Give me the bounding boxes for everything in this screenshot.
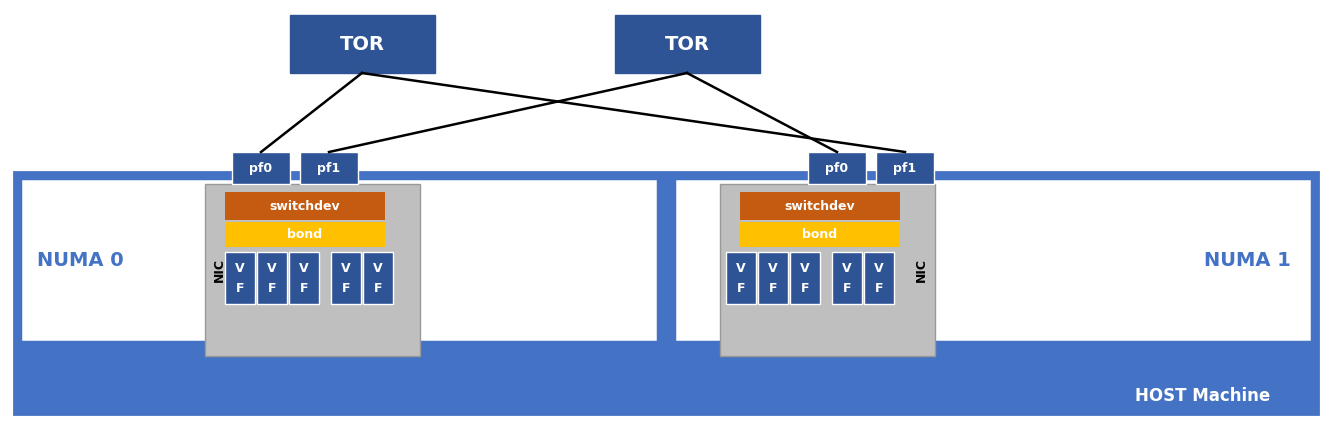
Text: V: V (373, 262, 382, 275)
Text: F: F (374, 282, 382, 295)
Text: V: V (737, 262, 746, 275)
FancyBboxPatch shape (257, 252, 286, 304)
Text: bond: bond (288, 228, 322, 241)
Text: TOR: TOR (665, 35, 710, 54)
Text: pf0: pf0 (249, 161, 273, 175)
FancyBboxPatch shape (615, 15, 761, 73)
Text: switchdev: switchdev (269, 199, 340, 212)
Text: TOR: TOR (340, 35, 385, 54)
FancyBboxPatch shape (721, 184, 935, 356)
FancyBboxPatch shape (790, 252, 821, 304)
FancyBboxPatch shape (364, 252, 393, 304)
FancyBboxPatch shape (15, 172, 1317, 414)
Text: pf1: pf1 (317, 161, 341, 175)
FancyBboxPatch shape (726, 252, 757, 304)
Text: F: F (236, 282, 244, 295)
Text: F: F (737, 282, 745, 295)
FancyBboxPatch shape (20, 178, 658, 342)
FancyBboxPatch shape (290, 15, 436, 73)
Text: F: F (769, 282, 778, 295)
FancyBboxPatch shape (289, 252, 318, 304)
FancyBboxPatch shape (809, 152, 866, 184)
Text: pf1: pf1 (894, 161, 916, 175)
Text: V: V (769, 262, 778, 275)
FancyBboxPatch shape (758, 252, 789, 304)
Text: V: V (236, 262, 245, 275)
FancyBboxPatch shape (205, 184, 420, 356)
Text: V: V (842, 262, 851, 275)
Text: V: V (874, 262, 884, 275)
FancyBboxPatch shape (674, 178, 1312, 342)
FancyBboxPatch shape (330, 252, 361, 304)
Text: V: V (300, 262, 309, 275)
Text: switchdev: switchdev (785, 199, 855, 212)
Text: NIC: NIC (213, 258, 225, 282)
FancyBboxPatch shape (300, 152, 358, 184)
FancyBboxPatch shape (741, 192, 900, 220)
Text: pf0: pf0 (826, 161, 848, 175)
Text: NUMA 1: NUMA 1 (1204, 250, 1291, 270)
Text: F: F (875, 282, 883, 295)
FancyBboxPatch shape (225, 252, 254, 304)
FancyBboxPatch shape (741, 222, 900, 247)
FancyBboxPatch shape (232, 152, 290, 184)
FancyBboxPatch shape (864, 252, 894, 304)
Text: V: V (801, 262, 810, 275)
FancyBboxPatch shape (876, 152, 934, 184)
Text: bond: bond (802, 228, 838, 241)
Text: V: V (341, 262, 350, 275)
Text: NIC: NIC (915, 258, 927, 282)
Text: F: F (268, 282, 276, 295)
Text: F: F (843, 282, 851, 295)
Text: F: F (300, 282, 308, 295)
FancyBboxPatch shape (225, 222, 385, 247)
Text: NUMA 0: NUMA 0 (37, 250, 124, 270)
FancyBboxPatch shape (832, 252, 862, 304)
Text: F: F (801, 282, 810, 295)
Text: V: V (268, 262, 277, 275)
Text: F: F (342, 282, 350, 295)
Text: HOST Machine: HOST Machine (1135, 387, 1271, 405)
FancyBboxPatch shape (225, 192, 385, 220)
